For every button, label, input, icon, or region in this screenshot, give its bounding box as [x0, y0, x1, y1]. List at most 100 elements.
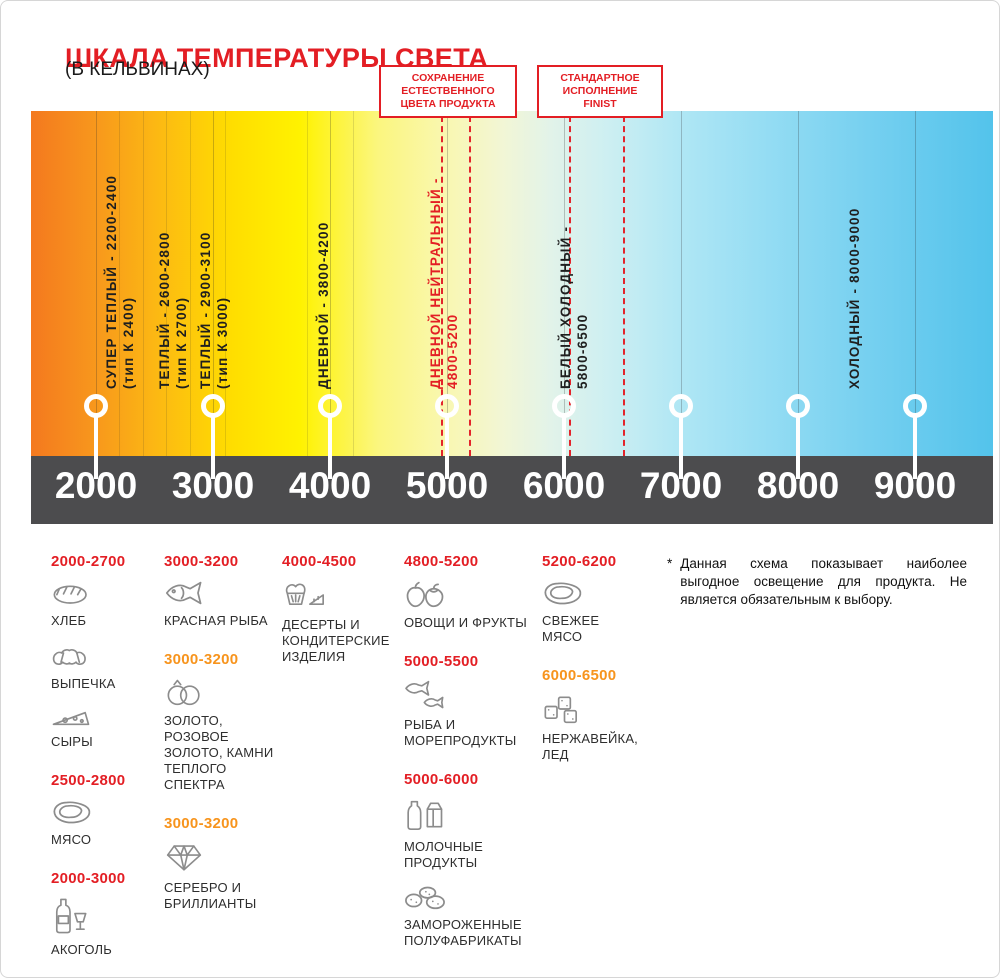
food-item-label: ЗАМОРОЖЕННЫЕ ПОЛУФАБРИКАТЫ [404, 917, 522, 948]
zone-label-subtext: 5800-6500 [575, 313, 590, 389]
zone-label-subtext: (тип К 2700) [174, 296, 189, 389]
zone-label-text: ДНЕВНОЙ - 3800-4200 [316, 221, 331, 389]
rings-icon [164, 678, 276, 711]
vegetables-icon [404, 580, 536, 613]
zone-label: ДНЕВНОЙ - 3800-4200 [315, 222, 332, 389]
diamond-icon [164, 842, 276, 878]
callout-line: FINIST [583, 98, 617, 110]
zone-boundary-line [119, 111, 120, 456]
zone-label-text: СУПЕР ТЕПЛЫЙ - 2200-2400 [104, 174, 119, 389]
callout-dashed-line [441, 116, 443, 456]
seafood-icon [404, 680, 536, 715]
zone-label: ТЕПЛЫЙ - 2600-2800 (тип К 2700) [156, 231, 190, 389]
kelvin-tick-label: 5000 [405, 465, 489, 506]
page-subtitle: (В КЕЛЬВИНАХ) [65, 59, 210, 80]
scale-separator-line [96, 111, 97, 456]
frozen-icon [404, 884, 536, 915]
food-item-label: СВЕЖЕЕ МЯСО [542, 613, 600, 644]
croissant-icon [51, 642, 157, 674]
food-item-label: АКОГОЛЬ [51, 942, 112, 957]
fresh-meat-icon [542, 580, 642, 611]
food-item: АКОГОЛЬ [51, 897, 157, 958]
zone-label: БЕЛЫЙ ХОЛОДНЫЙ -5800-6500 [557, 226, 591, 389]
food-item-label: ВЫПЕЧКА [51, 676, 116, 691]
callout-dashed-line [623, 116, 625, 456]
marker-stem [328, 416, 332, 479]
scale-separator-line [681, 111, 682, 456]
kelvin-tick-label: 3000 [171, 465, 255, 506]
zone-label-subtext: (тип К 3000) [215, 296, 230, 389]
food-item: ВЫПЕЧКА [51, 642, 157, 692]
fish-icon [164, 580, 276, 611]
marker-pin [318, 394, 342, 418]
food-column-2: 3000-3200 КРАСНАЯ РЫБА 3000-3200 ЗОЛОТО, РО… [164, 553, 276, 925]
meat-icon [51, 799, 157, 830]
bread-icon [51, 580, 157, 611]
zone-boundary-line [143, 111, 144, 456]
food-item: ЗАМОРОЖЕННЫЕ ПОЛУФАБРИКАТЫ [404, 884, 536, 949]
temperature-range-label: 6000-6500 [542, 667, 617, 684]
temperature-range-label: 5200-6200 [542, 553, 617, 570]
zone-label-text: ДНЕВНОЙ НЕЙТРАЛЬНЫЙ - [428, 177, 443, 389]
temperature-range-label: 3000-3200 [164, 651, 239, 668]
food-item-label: ДЕСЕРТЫ И КОНДИТЕРСКИЕ ИЗДЕЛИЯ [282, 617, 390, 664]
zone-label: СУПЕР ТЕПЛЫЙ - 2200-2400 (тип К 2400) [103, 175, 137, 389]
callout-line: СОХРАНЕНИЕ [411, 72, 485, 84]
scale-separator-line [915, 111, 916, 456]
desserts-icon [282, 580, 394, 615]
food-item-label: ОВОЩИ И ФРУКТЫ [404, 615, 527, 630]
food-item: ХЛЕБ [51, 580, 157, 629]
temperature-range-label: 4800-5200 [404, 553, 479, 570]
temperature-range-label: 5000-5500 [404, 653, 479, 670]
kelvin-tick-label: 8000 [756, 465, 840, 506]
temperature-range-label: 4000-4500 [282, 553, 357, 570]
temperature-range-label: 3000-3200 [164, 553, 239, 570]
zone-label-subtext: 4800-5200 [445, 313, 460, 389]
zone-boundary-line [353, 111, 354, 456]
zone-label-subtext: (тип К 2400) [121, 296, 136, 389]
marker-stem [211, 416, 215, 479]
callout-line: ЦВЕТА ПРОДУКТА [400, 98, 496, 110]
food-item: РЫБА И МОРЕПРОДУКТЫ [404, 680, 536, 749]
food-column-5: 5200-6200 СВЕЖЕЕ МЯСО 6000-6500 НЕРЖАВЕЙКА,… [542, 553, 642, 776]
marker-stem [679, 416, 683, 479]
marker-pin [903, 394, 927, 418]
zone-boundary-line [166, 111, 167, 456]
marker-stem [94, 416, 98, 479]
callout-dashed-line [569, 116, 571, 456]
marker-pin [669, 394, 693, 418]
zone-label-text: ТЕПЛЫЙ - 2600-2800 [157, 231, 172, 389]
food-item: КРАСНАЯ РЫБА [164, 580, 276, 629]
scale-separator-line [798, 111, 799, 456]
callout-standard-finist: СТАНДАРТНОЕ ИСПОЛНЕНИЕ FINIST [537, 65, 663, 118]
cheese-icon [51, 705, 157, 732]
zone-label: ХОЛОДНЫЙ - 8000-9000 [846, 208, 863, 389]
temperature-range-label: 2000-2700 [51, 553, 126, 570]
marker-pin [435, 394, 459, 418]
food-item-label: МОЛОЧНЫЕ ПРОДУКТЫ [404, 839, 483, 870]
temperature-range-label: 5000-6000 [404, 771, 479, 788]
food-column-1: 2000-2700 ХЛЕБ ВЫПЕЧКА СЫРЫ 2500-2800 МЯСО 200… [51, 553, 157, 971]
kelvin-scale-band [31, 456, 993, 524]
food-column-4: 4800-5200 ОВОЩИ И ФРУКТЫ 5000-5500 РЫБА И М… [404, 553, 536, 962]
food-item: МЯСО [51, 799, 157, 848]
food-item-label: НЕРЖАВЕЙКА, ЛЕД [542, 731, 638, 762]
marker-stem [796, 416, 800, 479]
food-item-label: РЫБА И МОРЕПРОДУКТЫ [404, 717, 517, 748]
callout-natural-color: СОХРАНЕНИЕ ЕСТЕСТВЕННОГО ЦВЕТА ПРОДУКТА [379, 65, 517, 118]
food-item-label: ХЛЕБ [51, 613, 87, 628]
kelvin-tick-label: 4000 [288, 465, 372, 506]
food-item: СВЕЖЕЕ МЯСО [542, 580, 642, 645]
zone-label-text: БЕЛЫЙ ХОЛОДНЫЙ - [558, 225, 573, 389]
alcohol-icon [51, 897, 157, 940]
marker-pin [201, 394, 225, 418]
kelvin-tick-label: 7000 [639, 465, 723, 506]
scale-separator-line [213, 111, 214, 456]
zone-label-text: ТЕПЛЫЙ - 2900-3100 [198, 231, 213, 389]
callout-line: ЕСТЕСТВЕННОГО [401, 85, 495, 97]
marker-stem [445, 416, 449, 479]
scale-separator-line [447, 111, 448, 456]
zone-boundary-line [190, 111, 191, 456]
kelvin-tick-label: 9000 [873, 465, 957, 506]
food-item-label: МЯСО [51, 832, 92, 847]
